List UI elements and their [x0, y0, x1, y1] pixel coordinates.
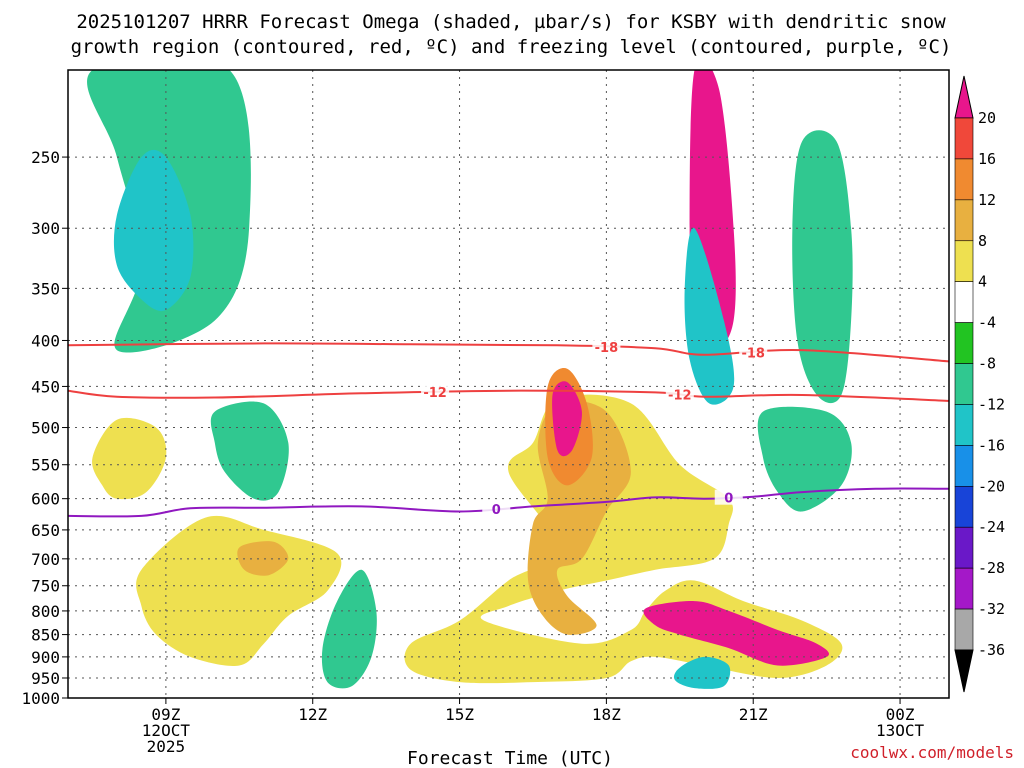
- xtick-label-09Z-1: 12OCT: [142, 721, 191, 740]
- xtick-label-09Z-2: 2025: [147, 737, 186, 756]
- colorbar-seg-2: [954, 199, 974, 242]
- colorbar: 20 16 12 8 4 -4 -8 -12 -16 -20 -24 -28 -32 -36: [954, 75, 1005, 693]
- contour-dendritic_minus18: [68, 342, 949, 363]
- contour-label-dendritic_minus12-0: -12: [423, 386, 447, 401]
- colorbar-bottom-arrow: [954, 649, 974, 693]
- colorbar-label-11: -28: [978, 559, 1005, 577]
- contour-label-bg-freezing_0-1: [714, 489, 743, 505]
- colorbar-seg-7: [954, 404, 974, 446]
- contour-label-bg-dendritic_minus12-0: [421, 384, 450, 400]
- xtick-label-00Z-0: 00Z: [886, 705, 915, 724]
- omega-region-12: [321, 569, 377, 689]
- contour-label-bg-freezing_0-0: [482, 500, 511, 516]
- omega-region-1: [113, 149, 194, 312]
- contour-label-dendritic_minus18-1: -18: [741, 346, 765, 361]
- contour-label-freezing_0-0: 0: [492, 503, 501, 518]
- omega-region-14: [92, 417, 167, 500]
- plot-frame: [67, 69, 950, 699]
- colorbar-label-5: -4: [978, 314, 996, 332]
- credit-text: coolwx.com/models: [850, 743, 1014, 762]
- colorbar-label-13: -36: [978, 641, 1005, 659]
- ytick-label-350: 350: [31, 279, 60, 298]
- omega-region-6: [643, 601, 830, 666]
- ytick-label-300: 300: [31, 219, 60, 238]
- colorbar-label-7: -12: [978, 395, 1005, 413]
- ytick-label-900: 900: [31, 648, 60, 667]
- ytick-label-400: 400: [31, 331, 60, 350]
- omega-region-11: [757, 406, 852, 512]
- omega-region-10: [210, 401, 289, 501]
- ytick-label-250: 250: [31, 148, 60, 167]
- colorbar-label-12: -32: [978, 600, 1005, 618]
- contour-label-bg-dendritic_minus18-0: [592, 338, 621, 354]
- colorbar-label-9: -20: [978, 477, 1005, 495]
- omega-region-16: [237, 541, 289, 576]
- colorbar-seg-12: [954, 608, 974, 651]
- colorbar-seg-10: [954, 526, 974, 569]
- ytick-label-600: 600: [31, 490, 60, 509]
- xtick-label-12Z-0: 12Z: [298, 705, 327, 724]
- omega-region-8: [684, 227, 735, 405]
- xtick-label-21Z-0: 21Z: [739, 705, 768, 724]
- omega-region-15: [136, 515, 342, 666]
- chart-title-line-2: growth region (contoured, red, ºC) and f…: [71, 36, 952, 58]
- chart-title-line-1: 2025101207 HRRR Forecast Omega (shaded, …: [76, 11, 946, 33]
- ytick-label-800: 800: [31, 602, 60, 621]
- y-axis: 250 300 350 400 450 500 550 600 650 700 750 800 850 9…: [21, 148, 68, 708]
- contour-freezing_0: [68, 487, 949, 518]
- colorbar-label-8: -16: [978, 436, 1005, 454]
- omega-region-9: [792, 130, 853, 404]
- colorbar-label-1: 16: [978, 150, 996, 168]
- colorbar-label-0: 20: [978, 109, 996, 127]
- ytick-label-700: 700: [31, 550, 60, 569]
- ytick-label-650: 650: [31, 521, 60, 540]
- colorbar-seg-6: [954, 363, 974, 405]
- contour-lines: -18 -18 -12 -12 0 0: [68, 338, 949, 518]
- xtick-label-09Z-0: 09Z: [151, 705, 180, 724]
- ytick-label-750: 750: [31, 577, 60, 596]
- xtick-label-00Z-1: 13OCT: [876, 721, 925, 740]
- colorbar-seg-0: [954, 117, 974, 160]
- contour-label-freezing_0-1: 0: [724, 492, 733, 507]
- xtick-label-18Z-0: 18Z: [592, 705, 621, 724]
- xtick-label-15Z-0: 15Z: [445, 705, 474, 724]
- ytick-label-850: 850: [31, 626, 60, 645]
- colorbar-top-arrow: [954, 75, 974, 119]
- x-axis-label: Forecast Time (UTC): [407, 748, 613, 768]
- contour-label-bg-dendritic_minus12-1: [665, 386, 694, 402]
- colorbar-seg-9: [954, 486, 974, 528]
- colorbar-seg-4: [954, 281, 974, 323]
- colorbar-seg-3: [954, 240, 974, 282]
- ytick-label-500: 500: [31, 419, 60, 438]
- ytick-label-550: 550: [31, 456, 60, 475]
- colorbar-label-4: 4: [978, 273, 987, 291]
- ytick-label-1000: 1000: [21, 689, 60, 708]
- ytick-label-450: 450: [31, 377, 60, 396]
- ytick-label-950: 950: [31, 669, 60, 688]
- contour-label-bg-dendritic_minus18-1: [739, 344, 768, 360]
- colorbar-label-6: -8: [978, 355, 996, 373]
- colorbar-seg-5: [954, 322, 974, 364]
- contour-label-dendritic_minus12-1: -12: [668, 389, 692, 404]
- omega-region-13: [673, 656, 731, 689]
- colorbar-seg-8: [954, 445, 974, 487]
- contour-dendritic_minus12: [68, 389, 949, 402]
- omega-region-2: [404, 394, 843, 684]
- colorbar-label-10: -24: [978, 518, 1005, 536]
- colorbar-seg-1: [954, 158, 974, 201]
- omega-shading: [87, 70, 853, 689]
- colorbar-label-3: 8: [978, 232, 987, 250]
- colorbar-seg-11: [954, 567, 974, 610]
- colorbar-label-2: 12: [978, 191, 996, 209]
- contour-label-dendritic_minus18-0: -18: [595, 341, 619, 356]
- omega-region-5: [552, 381, 582, 457]
